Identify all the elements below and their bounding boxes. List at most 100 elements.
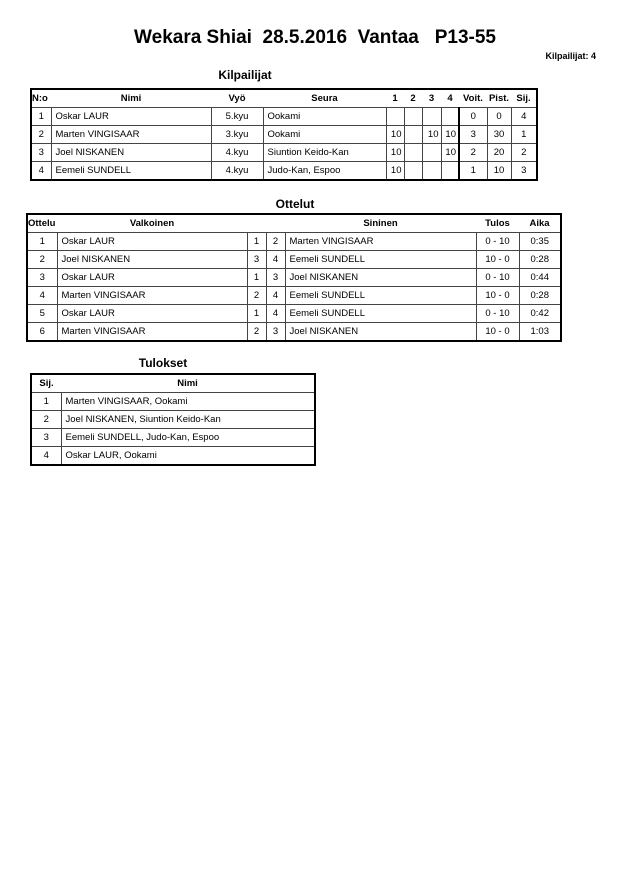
table-cell: 0 - 10	[475, 268, 520, 287]
header-row: Sij. Nimi	[31, 374, 315, 393]
column-header: Vyö	[228, 93, 246, 104]
table-cell: 4	[30, 446, 62, 466]
table-cell: 4	[30, 161, 52, 181]
table-cell	[421, 161, 442, 181]
column-header: Sij.	[516, 93, 531, 104]
column-header: Nimi	[177, 378, 198, 389]
table-cell: 4	[265, 286, 286, 305]
table-cell	[403, 125, 423, 144]
table-cell: 3	[30, 143, 52, 162]
column-header: Aika	[529, 218, 550, 229]
table-cell: 3	[510, 161, 538, 181]
table-cell: 10	[385, 125, 405, 144]
table-cell: Ookami	[262, 125, 387, 144]
table-cell: 0	[458, 107, 488, 126]
table-cell: Eemeli SUNDELL	[284, 304, 477, 323]
column-header: Nimi	[120, 93, 142, 104]
column-header: Valkoinen	[129, 218, 175, 229]
table-cell: 0:44	[518, 268, 562, 287]
table-cell: 4	[265, 250, 286, 269]
table-cell: 2	[246, 286, 267, 305]
column-header: 3	[428, 93, 435, 104]
table-cell: 2	[26, 250, 58, 269]
table-cell: 10	[421, 125, 442, 144]
table-cell	[385, 107, 405, 126]
results-heading: Tulokset	[138, 356, 188, 370]
table-cell: Joel NISKANEN	[56, 250, 248, 269]
table-cell: Marten VINGISAAR, Ookami	[60, 392, 316, 411]
table-cell: 2	[30, 410, 62, 429]
table-cell: Siuntion Keido-Kan	[262, 143, 387, 162]
table-cell: 2	[458, 143, 488, 162]
table-cell: Oskar LAUR	[50, 107, 212, 126]
table-row: 3 Oskar LAUR 1 3 Joel NISKANEN 0 - 10 0:44	[26, 268, 562, 287]
table-cell: 6	[26, 322, 58, 342]
table-cell: 4.kyu	[210, 143, 264, 162]
table-cell: Joel NISKANEN	[284, 322, 477, 342]
table-cell: 1	[30, 392, 62, 411]
column-header: Sij.	[39, 378, 54, 389]
table-cell: Marten VINGISAAR	[56, 286, 248, 305]
table-cell: 1	[246, 304, 267, 323]
competitor-count: Kilpailijat: 4	[545, 51, 596, 61]
table-cell: 3	[246, 250, 267, 269]
table-cell: 1	[30, 107, 52, 126]
table-cell: Eemeli SUNDELL	[284, 250, 477, 269]
table-cell: 2	[30, 125, 52, 144]
table-cell: Joel NISKANEN	[50, 143, 212, 162]
table-cell: 1	[246, 232, 267, 251]
table-cell	[403, 107, 423, 126]
column-header: Ottelu	[28, 218, 56, 229]
table-cell: Eemeli SUNDELL	[50, 161, 212, 181]
header-row: N:o Nimi Vyö Seura 1 2 3 4 Voit. Pist. Sij.	[31, 89, 537, 108]
table-cell	[403, 143, 423, 162]
table-cell: 4	[26, 286, 58, 305]
table-cell: Marten VINGISAAR	[284, 232, 477, 251]
table-cell: Oskar LAUR	[56, 232, 248, 251]
table-cell: 30	[486, 125, 512, 144]
matches-heading: Ottelut	[275, 197, 315, 211]
table-cell: 3	[458, 125, 488, 144]
column-header: 4	[447, 93, 453, 104]
table-cell: 1	[510, 125, 538, 144]
competitors-heading: Kilpailijat	[218, 68, 272, 82]
table-cell: 4	[510, 107, 538, 126]
table-cell: Oskar LAUR	[56, 268, 248, 287]
table-row: 1 Oskar LAUR 1 2 Marten VINGISAAR 0 - 10 0:35	[26, 232, 562, 251]
page-title: Wekara Shiai 28.5.2016 Vantaa P13-55	[134, 27, 496, 48]
column-header: Pist.	[488, 93, 510, 104]
table-cell: 5.kyu	[210, 107, 264, 126]
table-cell: 10	[440, 125, 460, 144]
table-row: 4 Oskar LAUR, Ookami	[30, 446, 316, 466]
table-row: 2 Joel NISKANEN, Siuntion Keido-Kan	[30, 410, 316, 429]
table-cell: 10 - 0	[475, 250, 520, 269]
table-cell: 10	[385, 161, 405, 181]
column-header: N:o	[32, 93, 48, 104]
table-cell: 4.kyu	[210, 161, 264, 181]
spacer	[247, 214, 285, 233]
table-row: 2 Joel NISKANEN 3 4 Eemeli SUNDELL 10 - 0 0:28	[26, 250, 562, 269]
table-cell: 3.kyu	[210, 125, 264, 144]
matches-table: Ottelu Valkoinen Sininen Tulos Aika 1 Oskar LA…	[26, 213, 562, 342]
table-cell: 3	[30, 428, 62, 447]
table-cell	[403, 161, 423, 181]
table-row: 3 Joel NISKANEN 4.kyu Siuntion Keido-Kan 10 1…	[30, 143, 538, 162]
table-cell: 10	[486, 161, 512, 181]
table-cell: 0:28	[518, 250, 562, 269]
table-row: 4 Eemeli SUNDELL 4.kyu Judo-Kan, Espoo 10 1 10…	[30, 161, 538, 181]
table-row: 2 Marten VINGISAAR 3.kyu Ookami 10 10 10 3 30 1	[30, 125, 538, 144]
table-cell: Oskar LAUR, Ookami	[60, 446, 316, 466]
table-cell: Eemeli SUNDELL	[284, 286, 477, 305]
table-cell: 10 - 0	[475, 322, 520, 342]
table-cell: 0 - 10	[475, 304, 520, 323]
table-cell: 5	[26, 304, 58, 323]
table-cell: 1:03	[518, 322, 562, 342]
table-cell: 0:42	[518, 304, 562, 323]
column-header: Sininen	[363, 218, 398, 229]
table-row: 5 Oskar LAUR 1 4 Eemeli SUNDELL 0 - 10 0:42	[26, 304, 562, 323]
competitors-table: N:o Nimi Vyö Seura 1 2 3 4 Voit. Pist. Sij. 1 Oskar …	[30, 88, 538, 181]
table-cell: Joel NISKANEN, Siuntion Keido-Kan	[60, 410, 316, 429]
table-cell: Eemeli SUNDELL, Judo-Kan, Espoo	[60, 428, 316, 447]
table-row: 3 Eemeli SUNDELL, Judo-Kan, Espoo	[30, 428, 316, 447]
column-header: 2	[410, 93, 416, 104]
